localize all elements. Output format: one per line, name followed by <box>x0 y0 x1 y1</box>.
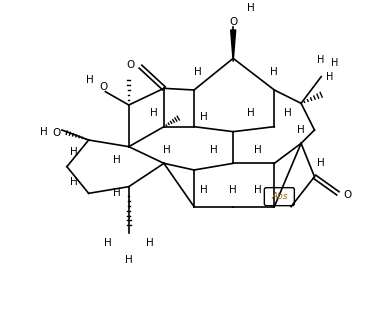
Text: H: H <box>317 158 325 168</box>
Text: H: H <box>113 155 121 165</box>
Text: H: H <box>326 72 333 82</box>
Text: O: O <box>126 60 135 70</box>
Text: H: H <box>270 67 278 77</box>
Text: H: H <box>113 188 121 198</box>
Text: H: H <box>150 108 158 118</box>
Text: H: H <box>254 185 262 195</box>
Text: Abs: Abs <box>271 192 288 201</box>
Text: H: H <box>297 125 305 135</box>
Text: H: H <box>200 185 208 195</box>
Text: H: H <box>210 145 218 155</box>
Text: H: H <box>125 255 133 265</box>
Text: H: H <box>247 3 255 13</box>
Text: H: H <box>247 108 255 118</box>
Text: H: H <box>284 108 291 118</box>
Text: H: H <box>254 145 262 155</box>
Text: O: O <box>100 82 108 92</box>
Text: H: H <box>86 75 94 85</box>
Text: H: H <box>70 147 78 157</box>
Text: O: O <box>53 128 61 138</box>
Text: O: O <box>229 17 237 27</box>
Text: H: H <box>318 55 325 65</box>
Text: O: O <box>344 190 352 200</box>
Text: H: H <box>40 127 47 137</box>
Text: H: H <box>104 238 112 248</box>
Text: H: H <box>163 145 171 155</box>
Text: H: H <box>194 67 201 77</box>
FancyBboxPatch shape <box>264 188 294 206</box>
Text: H: H <box>146 238 154 248</box>
Text: H: H <box>331 58 338 68</box>
Text: H: H <box>200 112 208 122</box>
Text: H: H <box>70 177 78 187</box>
Text: H: H <box>229 185 237 195</box>
Polygon shape <box>231 30 236 62</box>
